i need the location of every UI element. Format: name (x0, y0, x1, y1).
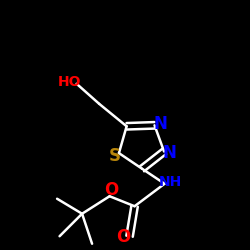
Text: O: O (116, 228, 130, 246)
Text: NH: NH (158, 176, 182, 190)
Text: O: O (104, 181, 118, 199)
Text: HO: HO (58, 75, 82, 89)
Text: S: S (108, 147, 120, 165)
Text: N: N (153, 115, 167, 133)
Text: N: N (163, 144, 176, 162)
